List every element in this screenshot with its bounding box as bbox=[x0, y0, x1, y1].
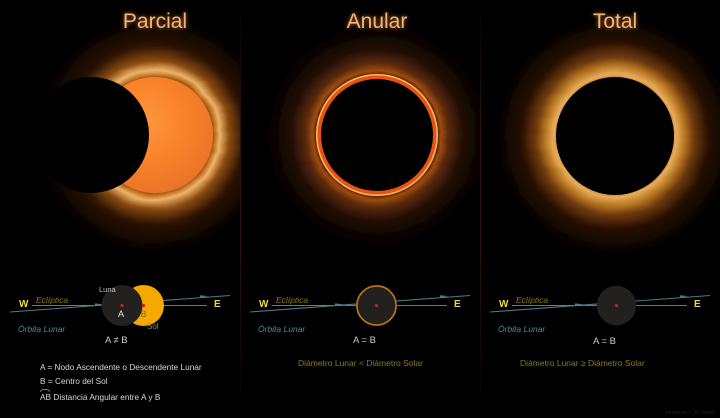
svg-text:A: A bbox=[118, 309, 124, 319]
svg-text:Órbita Lunar: Órbita Lunar bbox=[18, 324, 66, 334]
svg-text:Eclíptica: Eclíptica bbox=[36, 295, 68, 305]
svg-text:Sol: Sol bbox=[147, 322, 159, 331]
svg-text:E: E bbox=[454, 299, 461, 310]
svg-text:B = Centro del Sol: B = Centro del Sol bbox=[40, 376, 108, 386]
svg-text:E: E bbox=[214, 299, 221, 310]
svg-text:Eclíptica: Eclíptica bbox=[276, 295, 308, 305]
svg-text:W: W bbox=[259, 299, 269, 310]
svg-text:Eclíptica: Eclíptica bbox=[516, 295, 548, 305]
svg-text:Luna: Luna bbox=[99, 285, 117, 294]
svg-text:W: W bbox=[499, 299, 509, 310]
svg-text:Órbita Lunar: Órbita Lunar bbox=[498, 324, 546, 334]
svg-text:Órbita Lunar: Órbita Lunar bbox=[258, 324, 306, 334]
svg-text:Diámetro Lunar ≥ Diámetro Sola: Diámetro Lunar ≥ Diámetro Solar bbox=[520, 358, 645, 368]
svg-text:A ≠ B: A ≠ B bbox=[105, 335, 128, 346]
svg-text:E: E bbox=[694, 299, 701, 310]
svg-text:B: B bbox=[141, 309, 147, 319]
svg-text:A = Nodo Ascendente o Descende: A = Nodo Ascendente o Descendente Lunar bbox=[40, 362, 202, 372]
svg-text:AB Distancia Angular entre A y: AB Distancia Angular entre A y B bbox=[40, 392, 161, 402]
svg-text:W: W bbox=[19, 299, 29, 310]
svg-text:A = B: A = B bbox=[353, 335, 376, 346]
svg-text:Diámetro Lunar < Diámetro Sola: Diámetro Lunar < Diámetro Solar bbox=[298, 358, 423, 368]
svg-text:A = B: A = B bbox=[593, 336, 616, 347]
